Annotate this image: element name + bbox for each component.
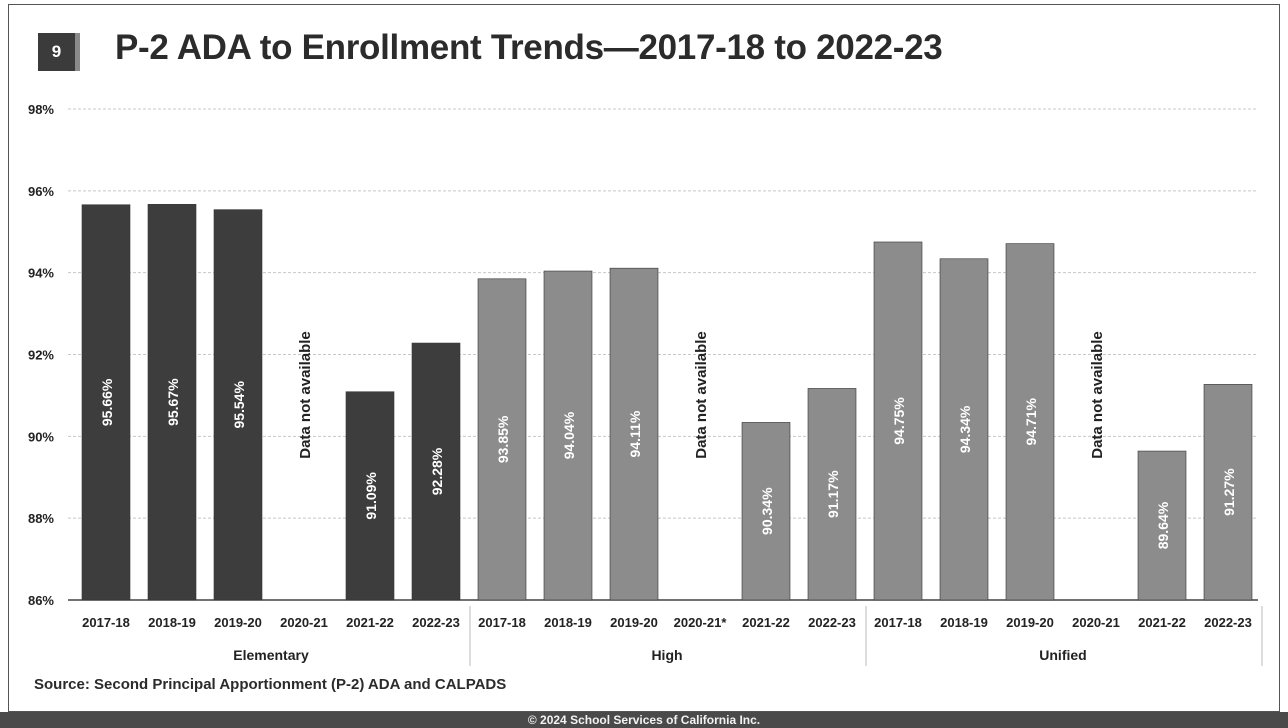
copyright-footer: © 2024 School Services of California Inc… [0,712,1288,728]
bar [1137,450,1187,601]
bar-value-label: 95.67% [165,378,181,426]
data-not-available-label: Data not available [693,331,710,459]
x-tick-label: 2018-19 [940,615,988,630]
data-not-available-label: Data not available [297,331,314,459]
bar-value-label: 89.64% [1155,501,1171,549]
y-tick-label: 92% [28,348,54,363]
y-tick-label: 88% [28,511,54,526]
x-tick-label: 2020-21 [280,615,328,630]
data-not-available-label: Data not available [1089,331,1106,459]
y-tick-label: 98% [28,102,54,117]
x-tick-label: 2022-23 [808,615,856,630]
source-note: Source: Second Principal Apportionment (… [34,676,507,693]
bar [873,241,923,601]
bar-value-label: 94.71% [1023,398,1039,446]
bar [939,258,989,601]
y-tick-label: 96% [28,184,54,199]
x-tick-label: 2017-18 [874,615,922,630]
x-tick-label: 2017-18 [478,615,526,630]
bar-value-label: 91.17% [825,470,841,518]
y-tick-label: 94% [28,266,54,281]
bar-value-label: 92.28% [429,447,445,495]
bar [477,278,527,601]
x-tick-label: 2022-23 [412,615,460,630]
x-tick-label: 2021-22 [1138,615,1186,630]
bar-value-label: 95.54% [231,381,247,429]
x-tick-label: 2019-20 [610,615,658,630]
bar [807,388,857,601]
x-tick-label: 2022-23 [1204,615,1252,630]
x-tick-label: 2020-21 [1072,615,1120,630]
bar-value-label: 94.75% [891,397,907,445]
group-label: Elementary [233,647,309,663]
bar [1005,243,1055,601]
bar [411,342,461,601]
bar [1203,384,1253,601]
bar-value-label: 91.27% [1221,468,1237,516]
x-tick-label: 2017-18 [82,615,130,630]
bar-value-label: 94.34% [957,405,973,453]
slide-number-badge: 9 [38,33,80,71]
bar-value-label: 94.04% [561,411,577,459]
bar [81,204,131,601]
x-tick-label: 2018-19 [544,615,592,630]
y-tick-label: 86% [28,593,54,608]
x-tick-label: 2021-22 [346,615,394,630]
bar-value-label: 91.09% [363,472,379,520]
bar [543,270,593,601]
bar-value-label: 90.34% [759,487,775,535]
bar [345,391,395,601]
chart-title: P-2 ADA to Enrollment Trends—2017-18 to … [115,28,943,67]
bar [609,267,659,601]
group-label: Unified [1039,647,1086,663]
bar [147,204,197,601]
bar-value-label: 95.66% [99,378,115,426]
x-tick-label: 2019-20 [1006,615,1054,630]
bar-value-label: 94.11% [627,410,643,457]
x-tick-label: 2018-19 [148,615,196,630]
x-tick-label: 2019-20 [214,615,262,630]
bar-value-label: 93.85% [495,415,511,463]
x-tick-label: 2020-21* [674,615,728,630]
bar [741,422,791,601]
bar [213,209,263,601]
y-tick-label: 90% [28,429,54,444]
group-label: High [651,647,682,663]
x-tick-label: 2021-22 [742,615,790,630]
